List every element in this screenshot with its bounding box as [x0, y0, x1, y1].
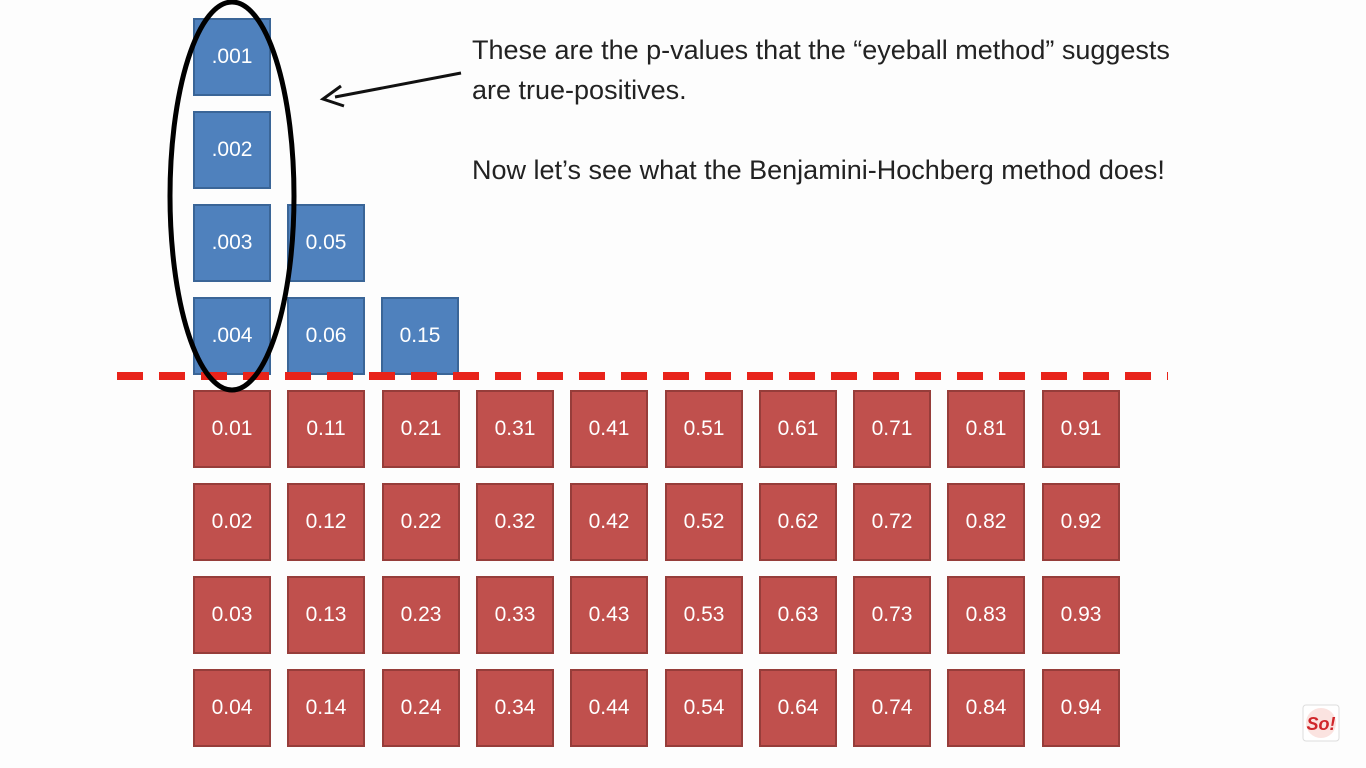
pvalue-box-red: 0.33 — [476, 576, 554, 654]
pvalue-box-blue: .002 — [193, 111, 271, 189]
pvalue-box-red: 0.31 — [476, 390, 554, 468]
pvalue-box-red: 0.44 — [570, 669, 648, 747]
pvalue-box-red: 0.54 — [665, 669, 743, 747]
pvalue-box-red: 0.24 — [382, 669, 460, 747]
pvalue-box-blue: 0.15 — [381, 297, 459, 375]
pvalue-box-red: 0.34 — [476, 669, 554, 747]
pvalue-box-red: 0.83 — [947, 576, 1025, 654]
pvalue-box-red: 0.84 — [947, 669, 1025, 747]
pvalue-box-red: 0.32 — [476, 483, 554, 561]
pvalue-box-red: 0.81 — [947, 390, 1025, 468]
pvalue-box-red: 0.22 — [382, 483, 460, 561]
pvalue-box-red: 0.61 — [759, 390, 837, 468]
pvalue-box-red: 0.94 — [1042, 669, 1120, 747]
pvalue-box-blue: .003 — [193, 204, 271, 282]
pvalue-box-red: 0.93 — [1042, 576, 1120, 654]
pvalue-box-blue: 0.05 — [287, 204, 365, 282]
pvalue-box-red: 0.91 — [1042, 390, 1120, 468]
pvalue-box-red: 0.72 — [853, 483, 931, 561]
pvalue-box-red: 0.71 — [853, 390, 931, 468]
pvalue-box-red: 0.82 — [947, 483, 1025, 561]
pvalue-box-red: 0.64 — [759, 669, 837, 747]
pvalue-box-red: 0.12 — [287, 483, 365, 561]
pvalue-box-red: 0.42 — [570, 483, 648, 561]
pointer-arrow — [319, 71, 462, 108]
pvalue-box-red: 0.53 — [665, 576, 743, 654]
pvalue-box-blue: .004 — [193, 297, 271, 375]
caption-line-1: These are the p-values that the “eyeball… — [472, 35, 1170, 65]
pvalue-box-red: 0.02 — [193, 483, 271, 561]
pvalue-box-red: 0.43 — [570, 576, 648, 654]
pvalue-box-red: 0.11 — [287, 390, 365, 468]
pvalue-box-blue: 0.06 — [287, 297, 365, 375]
caption-line-3: Now let’s see what the Benjamini-Hochber… — [472, 155, 1165, 185]
pvalue-box-red: 0.21 — [382, 390, 460, 468]
pvalue-box-red: 0.03 — [193, 576, 271, 654]
pvalue-box-red: 0.14 — [287, 669, 365, 747]
pvalue-box-red: 0.23 — [382, 576, 460, 654]
pvalue-box-red: 0.73 — [853, 576, 931, 654]
caption-line-2: are true-positives. — [472, 75, 687, 105]
logo-text: So! — [1307, 714, 1336, 734]
pvalue-box-red: 0.51 — [665, 390, 743, 468]
pvalue-box-blue: .001 — [193, 18, 271, 96]
pvalue-box-red: 0.04 — [193, 669, 271, 747]
pvalue-box-red: 0.13 — [287, 576, 365, 654]
pvalue-box-red: 0.63 — [759, 576, 837, 654]
pvalue-box-red: 0.92 — [1042, 483, 1120, 561]
pvalue-box-red: 0.52 — [665, 483, 743, 561]
pvalue-box-red: 0.62 — [759, 483, 837, 561]
pvalue-box-red: 0.41 — [570, 390, 648, 468]
pvalue-box-red: 0.74 — [853, 669, 931, 747]
statquest-logo-icon: So! — [1301, 703, 1341, 743]
pvalue-box-red: 0.01 — [193, 390, 271, 468]
